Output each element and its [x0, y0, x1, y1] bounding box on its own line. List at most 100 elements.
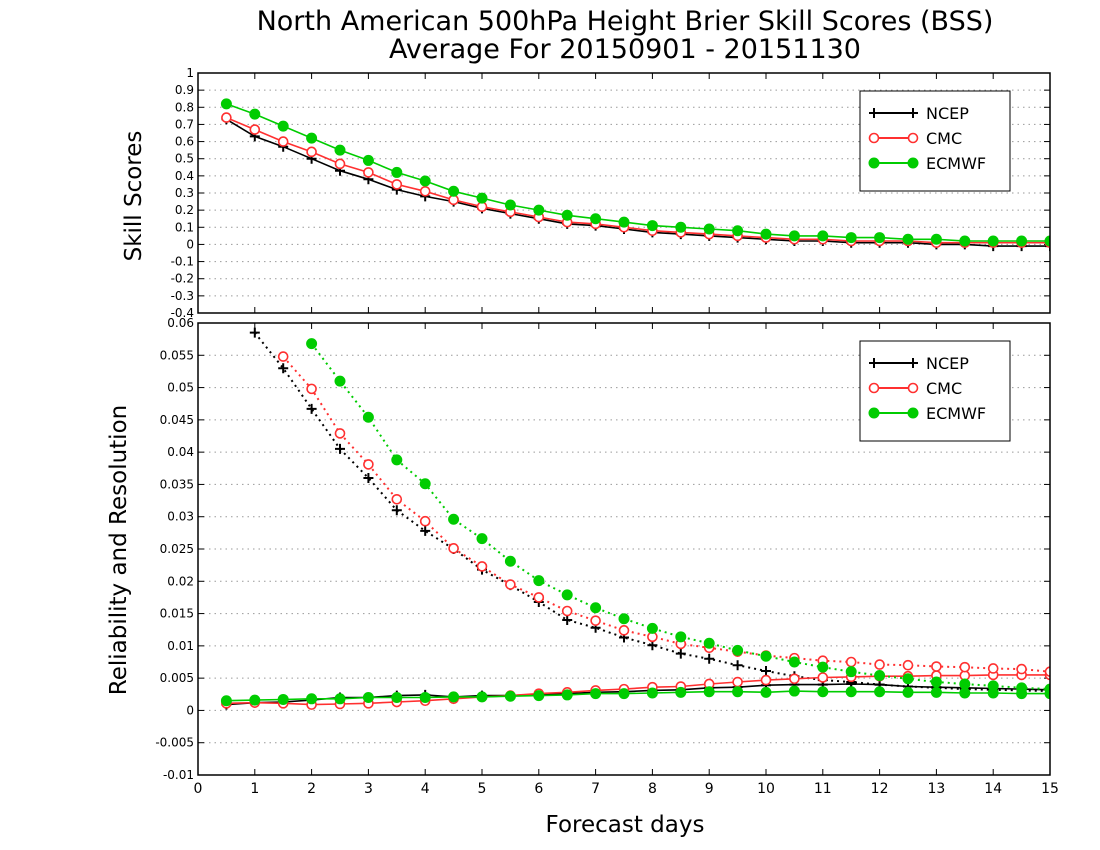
data-point-ecmwf-resolution: [1016, 682, 1028, 694]
series-line-ecmwf-reliability: [226, 690, 1050, 702]
y-tick-label: 0.5: [175, 152, 194, 166]
data-point-cmc-reliability: [732, 676, 743, 688]
data-point-ecmwf-skill: [334, 144, 346, 156]
data-point-ecmwf-skill: [533, 204, 545, 216]
skill-score-panel: -0.4 -0.3 -0.2 -0.1 0 0.1 0.2 0.3 0.4 0.5 0.6 0.7 0.…: [171, 66, 1051, 320]
data-point-ncep-resolution: [391, 505, 402, 516]
legend-label-cmc: CMC: [926, 379, 962, 398]
data-point-cmc-reliability: [760, 674, 772, 686]
legend-marker-ecmwf: [907, 157, 919, 169]
data-point-ecmwf-resolution: [874, 670, 886, 682]
y-tick-label: 0.045: [160, 413, 194, 427]
data-point-ecmwf-skill: [732, 225, 744, 237]
data-point-ncep-resolution: [675, 648, 686, 659]
data-point-cmc-skill: [277, 136, 289, 147]
y-tick-label: 0.055: [160, 348, 194, 362]
data-point-cmc-resolution: [448, 543, 459, 554]
x-tick-label: 6: [534, 781, 543, 797]
data-point-ecmwf-skill: [817, 230, 829, 242]
data-point-ecmwf-resolution: [703, 637, 715, 649]
y-tick-label: 0.1: [175, 220, 194, 234]
y-tick-label: 0.025: [160, 542, 194, 556]
data-point-ecmwf-reliability: [306, 693, 318, 705]
legend-box: [859, 90, 1011, 192]
x-tick-label: 4: [421, 781, 430, 797]
data-point-ecmwf-resolution: [675, 631, 687, 643]
data-point-ecmwf-reliability: [618, 688, 630, 700]
data-point-ecmwf-skill: [675, 221, 687, 233]
legend-marker-ecmwf: [868, 157, 880, 169]
data-point-ecmwf-reliability: [646, 687, 658, 699]
y-tick-label: 0.015: [160, 607, 194, 621]
y-tick-label: 0.005: [160, 671, 194, 685]
y-tick-label: 0.4: [175, 169, 194, 183]
data-point-cmc-resolution: [590, 615, 601, 626]
data-point-ecmwf-resolution: [845, 666, 857, 678]
legend-marker-ncep: [908, 108, 918, 118]
data-point-ecmwf-skill: [448, 185, 460, 197]
y-tick-label: 0.01: [167, 639, 194, 653]
data-point-cmc-reliability: [789, 673, 800, 685]
legend-marker-cmc: [868, 382, 880, 394]
data-point-cmc-resolution: [874, 659, 885, 670]
series-layer: [220, 327, 1050, 710]
x-tick-label: 0: [194, 781, 203, 797]
data-point-ecmwf-reliability: [930, 686, 942, 698]
data-point-cmc-resolution: [419, 515, 431, 527]
data-point-ecmwf-skill: [306, 132, 318, 144]
data-point-cmc-resolution: [391, 493, 403, 505]
x-tick-label: 8: [648, 781, 657, 797]
data-point-ecmwf-resolution: [419, 478, 431, 490]
x-axis-label: Forecast days: [546, 812, 705, 838]
data-point-cmc-resolution: [561, 605, 573, 617]
y-tick-label: 0: [186, 703, 194, 717]
data-point-ecmwf-reliability: [220, 695, 232, 707]
data-point-ecmwf-skill: [845, 232, 857, 244]
data-point-cmc-skill: [419, 185, 431, 197]
legend-marker-cmc: [868, 132, 880, 144]
data-point-ecmwf-reliability: [817, 686, 829, 698]
y-tick-label: 0.06: [167, 316, 194, 330]
legend-label-ecmwf: ECMWF: [926, 404, 986, 423]
data-point-ecmwf-resolution: [504, 555, 516, 567]
data-point-cmc-skill: [334, 158, 346, 170]
y-tick-label: -0.01: [163, 768, 194, 782]
data-point-ecmwf-reliability: [504, 690, 516, 702]
data-point-ncep-resolution: [732, 660, 743, 671]
data-point-cmc-resolution: [931, 661, 942, 672]
data-point-ecmwf-skill: [362, 154, 374, 166]
legend-label-cmc: CMC: [926, 129, 962, 148]
x-tick-label: 13: [927, 781, 945, 797]
data-point-ecmwf-resolution: [788, 656, 800, 668]
data-point-ecmwf-skill: [220, 98, 232, 110]
data-point-ecmwf-reliability: [448, 691, 460, 703]
data-point-ecmwf-skill: [703, 223, 715, 235]
data-point-ecmwf-resolution: [476, 533, 488, 545]
data-point-ecmwf-reliability: [874, 686, 886, 698]
data-point-ecmwf-resolution: [732, 644, 744, 656]
data-point-ecmwf-skill: [760, 228, 772, 240]
chart-subtitle: Average For 20150901 - 20151130: [389, 34, 861, 65]
data-point-ncep-resolution: [562, 615, 573, 626]
y-tick-label: -0.2: [171, 272, 194, 286]
data-point-ecmwf-skill: [987, 235, 999, 247]
y-tick-label: 0.2: [175, 203, 194, 217]
data-point-cmc-skill: [391, 179, 403, 190]
x-tick-label: 5: [478, 781, 487, 797]
data-point-ecmwf-reliability: [362, 692, 374, 704]
legend-marker-cmc: [907, 382, 919, 394]
series-layer: [220, 98, 1050, 252]
legend-marker-ncep: [908, 358, 918, 368]
data-point-ecmwf-resolution: [902, 673, 914, 685]
data-point-ecmwf-reliability: [902, 686, 914, 698]
y-tick-label: 0.035: [160, 477, 194, 491]
x-tick-label: 7: [591, 781, 600, 797]
data-point-ecmwf-resolution: [391, 454, 403, 466]
data-point-cmc-resolution: [959, 661, 971, 673]
plot-frame: [197, 322, 1051, 776]
data-point-ecmwf-resolution: [590, 602, 602, 614]
data-point-cmc-skill: [306, 146, 317, 158]
data-point-ecmwf-resolution: [561, 589, 573, 601]
data-point-cmc-resolution: [1044, 666, 1050, 677]
